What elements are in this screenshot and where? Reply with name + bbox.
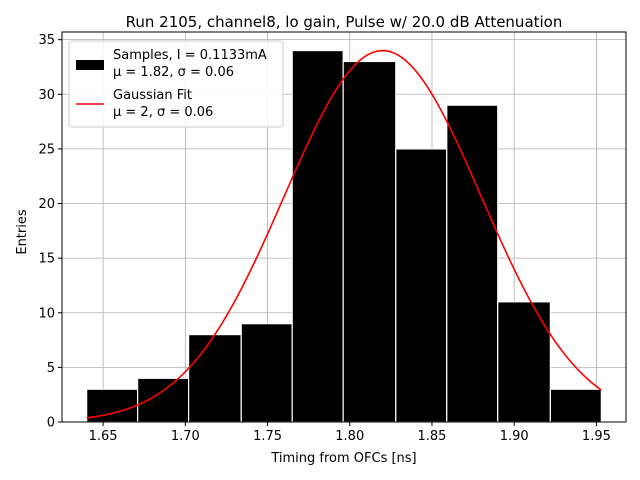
legend: Samples, I = 0.1133mA μ = 1.82, σ = 0.06 G… <box>68 40 284 128</box>
x-tick-label: 1.90 <box>500 429 529 444</box>
y-tick-label: 25 <box>38 142 55 157</box>
x-tick-label: 1.75 <box>253 429 282 444</box>
x-tick-label: 1.85 <box>417 429 446 444</box>
histogram-bar-9 <box>497 301 551 423</box>
gaussian-fit-curve <box>86 49 602 419</box>
legend-samples-stats: μ = 1.82, σ = 0.06 <box>113 65 234 80</box>
x-tick-label: 1.65 <box>89 429 118 444</box>
chart-title: Run 2105, channel8, lo gain, Pulse w/ 20… <box>126 13 563 31</box>
histogram-bar-7 <box>395 148 448 423</box>
y-tick-label: 0 <box>47 416 55 431</box>
histogram-bar-2 <box>137 377 190 423</box>
histogram-bar-4 <box>240 323 293 423</box>
x-axis-label: Timing from OFCs [ns] <box>270 451 416 466</box>
legend-samples-label: Samples, I = 0.1133mA <box>113 48 267 63</box>
axis-ticks: 1.65 1.70 1.75 1.80 1.85 1.90 1.95 0 5 10 15 20 25 30… <box>38 33 610 444</box>
histogram-bar-3 <box>188 334 242 423</box>
legend-fit-stats: μ = 2, σ = 0.06 <box>113 105 213 120</box>
y-tick-label: 5 <box>47 361 55 376</box>
x-tick-label: 1.80 <box>335 429 364 444</box>
legend-box <box>68 40 284 128</box>
legend-samples-swatch <box>76 60 104 70</box>
histogram-bars <box>86 49 602 423</box>
y-tick-label: 35 <box>38 33 55 48</box>
histogram-bar-8 <box>446 104 499 423</box>
y-tick-label: 15 <box>38 252 55 267</box>
plot-frame <box>61 31 627 423</box>
histogram-bar-6 <box>342 60 397 423</box>
gaussian-fit <box>86 49 602 419</box>
y-axis-label: Entries <box>15 209 30 255</box>
histogram-bar-5 <box>291 49 344 423</box>
x-tick-label: 1.70 <box>171 429 200 444</box>
y-tick-label: 30 <box>38 88 55 103</box>
histogram-bar-10 <box>549 388 602 423</box>
y-tick-label: 20 <box>38 197 55 212</box>
y-tick-label: 10 <box>38 306 55 321</box>
x-tick-label: 1.95 <box>582 429 611 444</box>
legend-fit-label: Gaussian Fit <box>113 88 192 103</box>
